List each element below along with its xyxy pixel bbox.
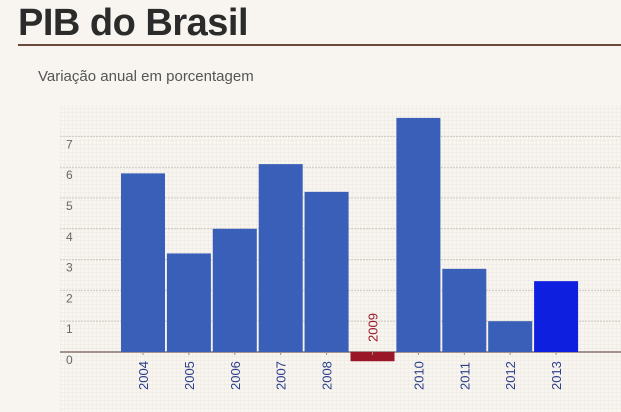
x-tick-label-2004: 2004 [136, 361, 151, 390]
y-tick-label: 2 [66, 291, 73, 305]
y-tick-label: 3 [66, 261, 73, 275]
y-tick-label: 6 [66, 168, 73, 182]
bar-2010 [396, 117, 441, 352]
x-tick-label-2011: 2011 [457, 362, 472, 390]
y-tick-label: 5 [66, 199, 73, 213]
bar-2006 [212, 228, 257, 352]
title-divider [18, 44, 621, 46]
bar-2013 [534, 281, 579, 352]
y-tick-label: 1 [66, 322, 73, 336]
x-tick-label-2010: 2010 [411, 361, 426, 390]
y-tick-label: 4 [66, 230, 73, 244]
chart-subtitle: Variação anual em porcentagem [38, 68, 254, 85]
y-tick-label: 0 [66, 353, 73, 367]
bar-2005 [166, 253, 211, 352]
y-axis-ticks: 0 1 2 3 4 5 6 7 [66, 137, 73, 367]
x-tick-label-2008: 2008 [320, 361, 335, 390]
y-tick-label: 7 [66, 137, 73, 151]
bar-2007 [258, 164, 303, 352]
chart-title: PIB do Brasil [18, 2, 249, 44]
x-tick-label-2009: 2009 [366, 313, 381, 342]
bar-2011 [442, 268, 487, 352]
x-tick-label-2005: 2005 [182, 361, 197, 390]
bar-2009 [350, 352, 395, 362]
bars [121, 117, 579, 362]
x-tick-label-2012: 2012 [503, 361, 518, 390]
x-tick-label-2006: 2006 [228, 361, 243, 390]
bar-2012 [488, 321, 533, 352]
x-tick-label-2013: 2013 [549, 361, 564, 390]
bar-2004 [121, 173, 165, 352]
x-tick-label-2007: 2007 [274, 361, 289, 390]
x-axis-labels: 2004 2005 2006 2007 2008 2009 2010 2011 2012 2013 [136, 313, 564, 390]
bar-2008 [304, 191, 349, 352]
